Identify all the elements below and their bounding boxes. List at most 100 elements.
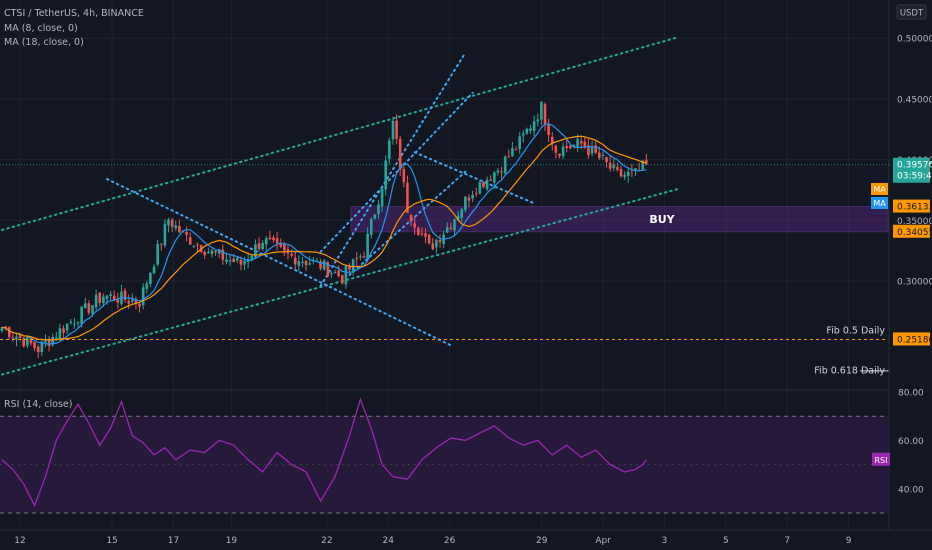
candle-body [369, 218, 373, 235]
zone-bottom-tag-label: 0.34055 [897, 228, 932, 238]
candle-body [413, 223, 416, 228]
channel-lower-line[interactable] [1, 187, 680, 376]
fib-0.618-label: Fib 0.618 Daily [814, 365, 885, 376]
rising-wedge-lower-line[interactable] [348, 170, 467, 276]
candle-body [174, 225, 178, 229]
candle-body [558, 153, 561, 156]
candle-body [453, 219, 456, 231]
candle-body [340, 275, 344, 284]
candle-body [105, 295, 109, 300]
candle-body [94, 294, 98, 308]
candle-body [420, 233, 424, 235]
candle-body [250, 255, 254, 261]
ma-slow-legend[interactable]: MA (18, close, 0) [4, 37, 84, 48]
candle-body [355, 258, 359, 260]
candle-body [634, 168, 637, 170]
time-tick-label: 24 [383, 536, 395, 546]
candle-body [33, 342, 36, 349]
candle-body [29, 337, 33, 344]
candle-body [402, 169, 406, 183]
candle-body [337, 270, 340, 277]
rsi-current-tag[interactable] [872, 452, 890, 466]
zone-bottom-tag[interactable] [893, 224, 930, 238]
candle-body [170, 219, 174, 227]
ma-slow-badge[interactable] [871, 183, 888, 195]
candle-body [373, 214, 377, 219]
candle-body [561, 146, 565, 157]
candle-body [351, 259, 355, 272]
rising-guide-line[interactable] [319, 51, 467, 287]
candle-body [127, 300, 130, 304]
buy-zone[interactable]: BUY [350, 206, 889, 233]
candle-body [384, 160, 388, 190]
candle-body [427, 234, 431, 244]
channel-upper-line[interactable] [1, 35, 680, 232]
fib-price-tag[interactable] [893, 332, 930, 346]
rsi-legend[interactable]: RSI (14, close) [4, 399, 73, 410]
candle-body [207, 252, 210, 254]
candle-body [326, 262, 330, 277]
candle-body [83, 303, 87, 309]
zone-top-tag[interactable] [893, 199, 930, 213]
ma-fast-legend[interactable]: MA (8, close, 0) [4, 23, 78, 34]
candle-body [366, 233, 369, 259]
candle-body [243, 260, 246, 265]
candle-body [167, 219, 170, 226]
candle-body [293, 257, 297, 265]
candle-body [569, 145, 572, 149]
candle-body [532, 121, 536, 131]
candle-body [112, 295, 116, 301]
candle-body [188, 237, 192, 245]
candle-body [362, 256, 366, 258]
candle-body [511, 148, 514, 157]
ma-fast-line [1, 123, 647, 346]
time-tick-label: 19 [226, 536, 238, 546]
candle-body [608, 162, 612, 169]
candle-body [579, 141, 583, 144]
candle-body [554, 145, 558, 153]
candle-body [565, 145, 569, 149]
candle-body [478, 182, 482, 194]
candle-body [185, 231, 188, 235]
candle-body [268, 237, 272, 240]
short-descending-guide-line[interactable] [413, 151, 536, 205]
candle-body [435, 239, 438, 248]
candle-body [217, 249, 221, 254]
candle-body [395, 120, 398, 140]
rsi-tick-label: 40.00 [898, 485, 924, 495]
candle-body [398, 138, 402, 170]
currency-badge[interactable] [896, 4, 927, 20]
candle-body [156, 243, 159, 265]
candle-body [417, 228, 420, 236]
descending-guide-line[interactable] [105, 178, 452, 347]
candle-body [438, 240, 442, 243]
candle-body [18, 334, 22, 338]
candle-body [116, 299, 120, 303]
ma-fast-badge[interactable] [871, 197, 888, 209]
candle-body [134, 299, 138, 304]
buy-zone-rect[interactable] [350, 206, 889, 233]
current-price-tag[interactable] [893, 157, 930, 183]
candle-body [344, 265, 348, 285]
candle-body [214, 250, 217, 253]
candle-body [460, 209, 464, 218]
candle-body [521, 133, 525, 136]
candle-body [65, 323, 69, 331]
candle-body [152, 266, 156, 274]
time-axis-bg [0, 530, 932, 550]
ma-badge-label: MA [873, 199, 886, 208]
candle-body [22, 337, 26, 347]
candle-body [489, 179, 492, 181]
candle-body [333, 272, 337, 274]
symbol-title[interactable]: CTSI / TetherUS, 4h, BINANCE [4, 8, 144, 19]
candle-body [254, 244, 257, 258]
candle-body [424, 233, 427, 237]
candle-body [73, 323, 76, 325]
candle-body [319, 261, 322, 269]
candle-body [547, 123, 550, 135]
candle-body [131, 299, 134, 302]
candle-body [91, 305, 94, 314]
candle-body [380, 188, 384, 207]
